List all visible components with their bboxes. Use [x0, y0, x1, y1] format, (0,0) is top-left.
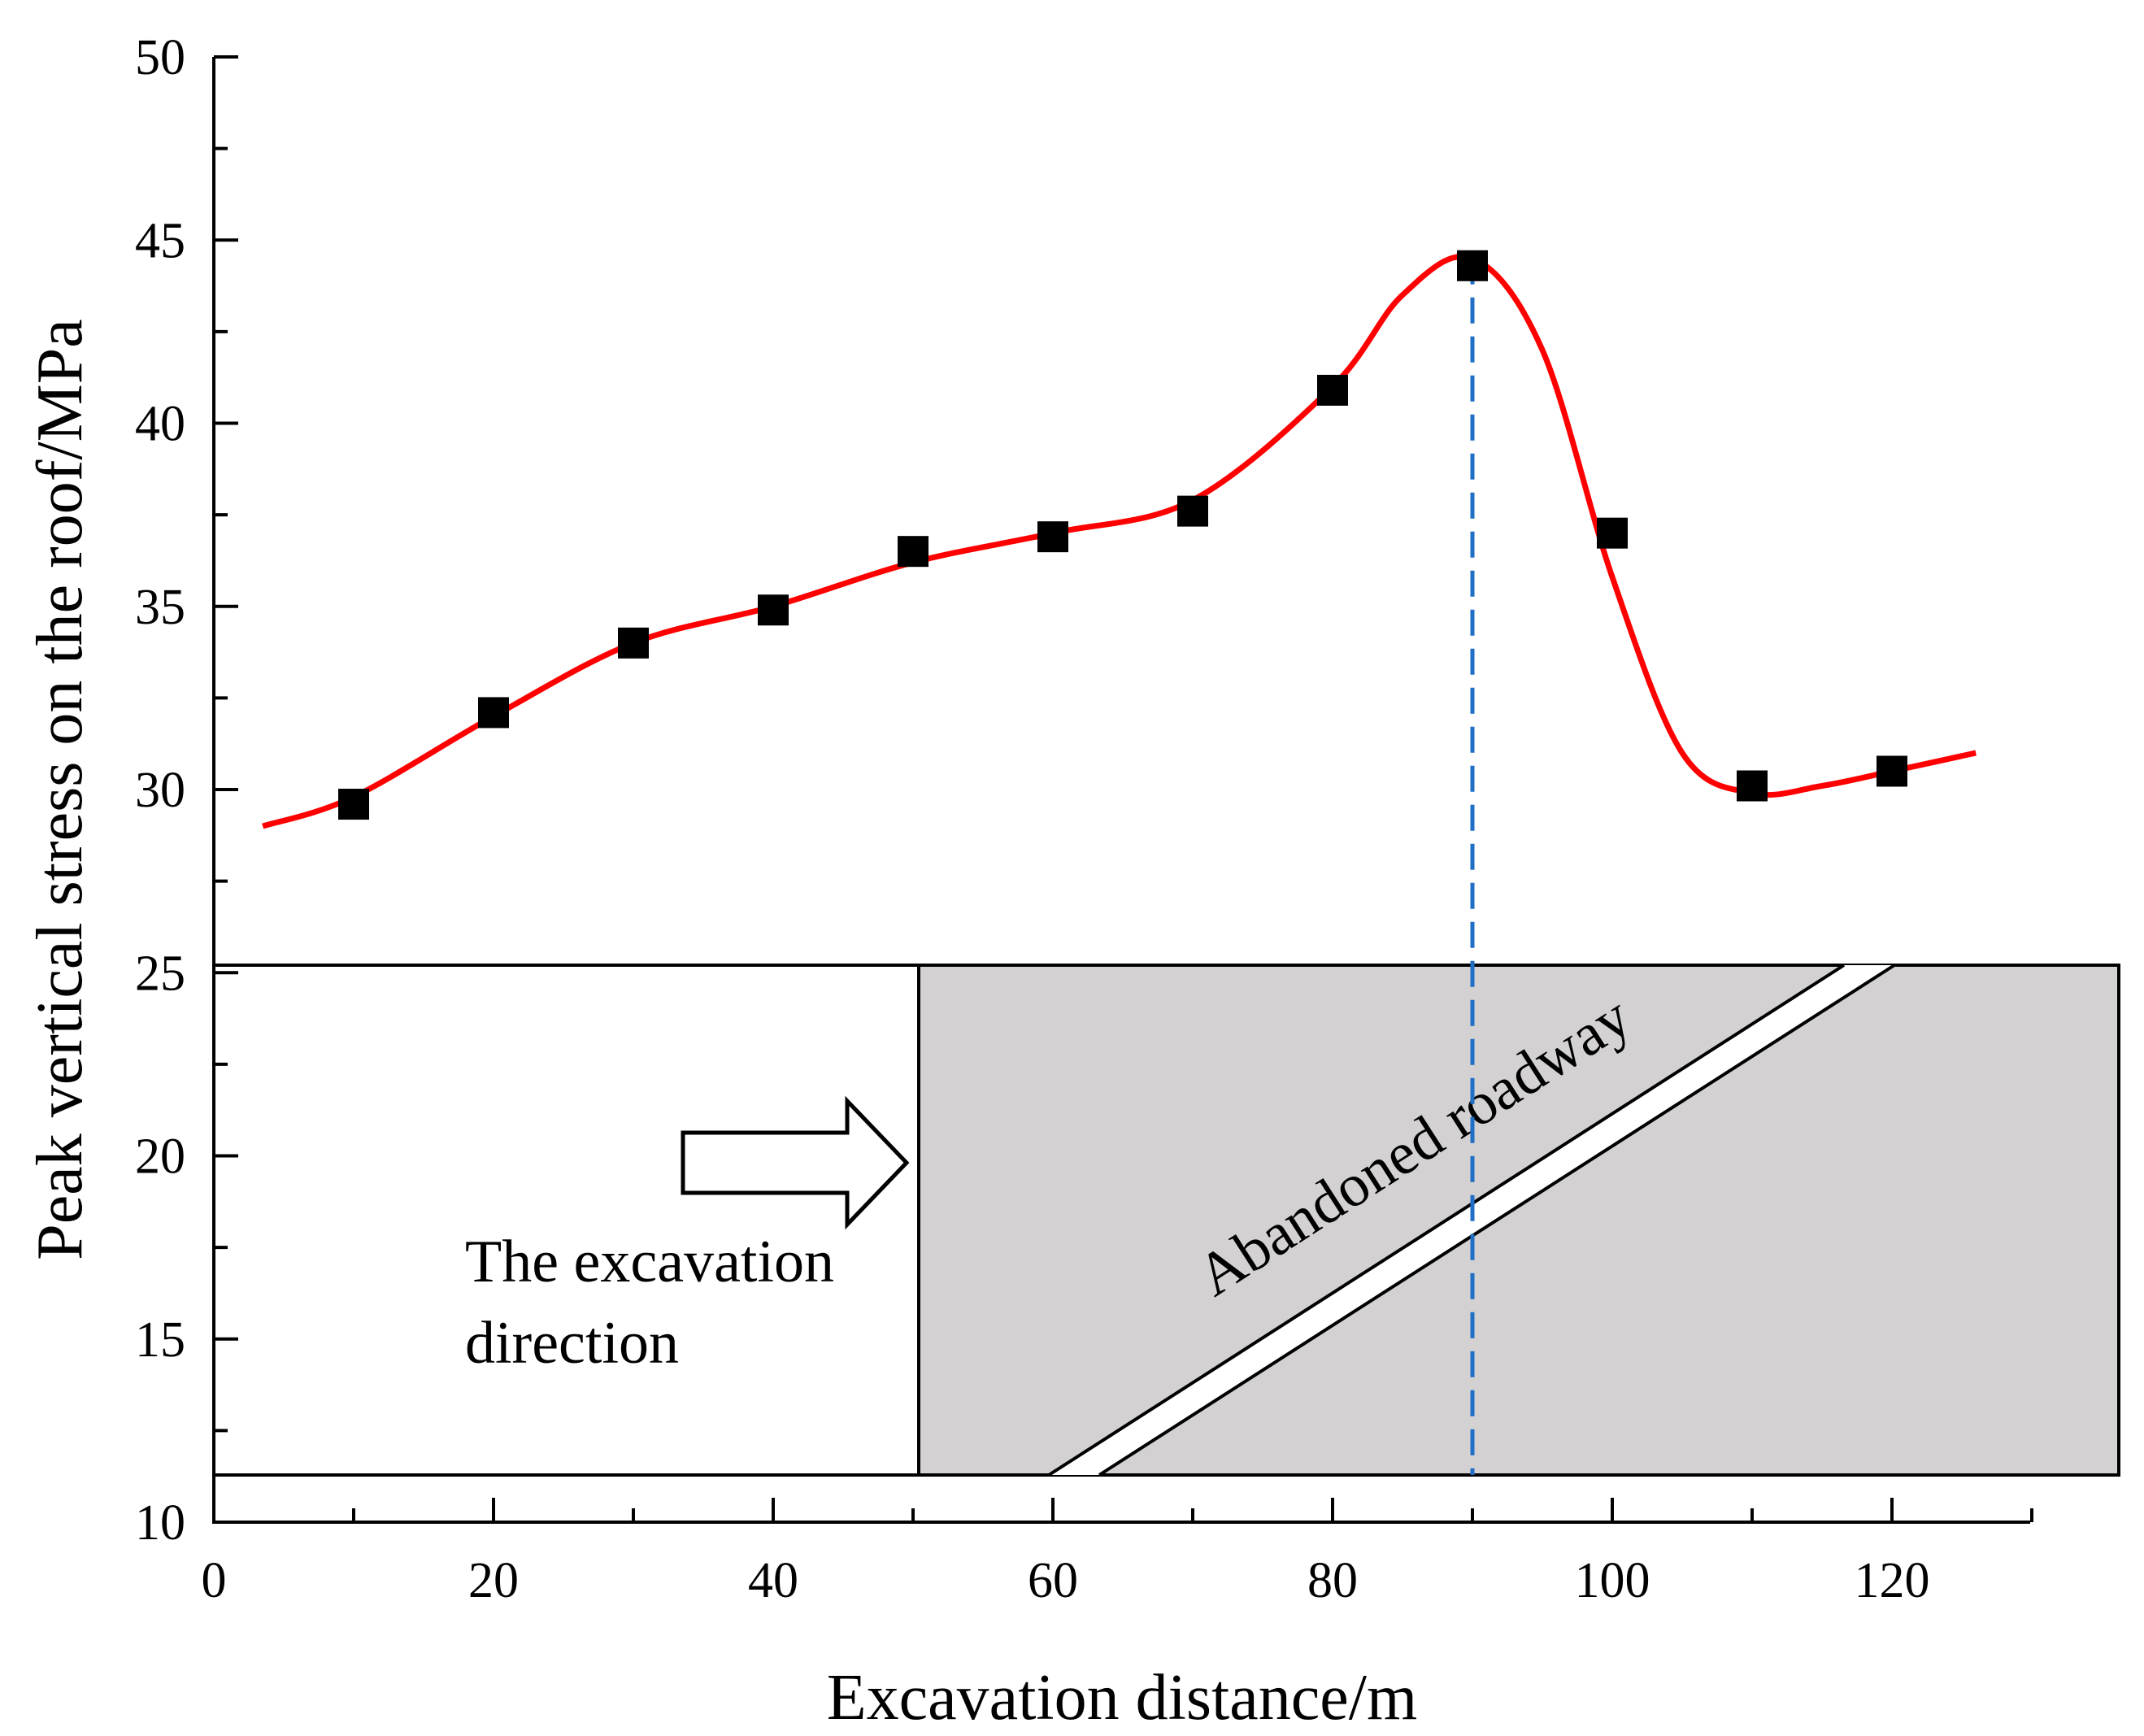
excavation-diagram: The excavation direction Abandoned roadw… [212, 964, 2120, 1477]
y-ticks: 10 15 20 25 30 35 40 45 50 [135, 30, 238, 1551]
roadway-edge-upper [1047, 964, 1846, 1477]
data-point [1877, 755, 1907, 787]
data-point [478, 697, 509, 729]
data-point [618, 627, 649, 659]
x-tick-label: 120 [1855, 1553, 1930, 1608]
y-tick-label: 15 [135, 1312, 185, 1368]
x-tick-label: 60 [1028, 1553, 1078, 1608]
y-tick-label: 45 [135, 213, 185, 268]
x-ticks: 0 20 40 60 80 100 120 [202, 1498, 2033, 1608]
x-tick-label: 20 [468, 1553, 519, 1608]
y-tick-label: 40 [135, 397, 185, 452]
data-point [1177, 495, 1208, 527]
axes: 10 15 20 25 30 35 40 45 50 0 20 40 60 80 100 120 Excav… [24, 30, 2033, 1734]
data-point [898, 536, 928, 568]
data-point [1597, 517, 1628, 549]
x-tick-label: 0 [202, 1553, 227, 1608]
roadway-edge-lower [1098, 964, 1896, 1477]
fitted-curve [262, 253, 1977, 829]
data-point [1457, 250, 1488, 281]
x-tick-label: 100 [1575, 1553, 1650, 1608]
data-point [1737, 770, 1768, 802]
rock-mass-block [917, 964, 2120, 1477]
x-axis-title: Excavation distance/m [827, 1662, 1417, 1734]
direction-label-line1: The excavation [465, 1229, 834, 1295]
y-tick-label: 35 [135, 580, 185, 635]
data-point [338, 789, 369, 820]
y-axis-title: Peak vertical stress on the roof/MPa [24, 319, 96, 1260]
y-tick-label: 20 [135, 1129, 185, 1185]
data-point [758, 594, 789, 626]
y-tick-label: 30 [135, 763, 185, 818]
data-point [1037, 521, 1068, 553]
y-tick-label: 25 [135, 946, 185, 1001]
direction-label-line2: direction [465, 1310, 679, 1377]
y-tick-label: 50 [135, 30, 185, 85]
y-tick-label: 10 [135, 1495, 185, 1551]
x-tick-label: 40 [748, 1553, 798, 1608]
data-markers [338, 250, 1907, 820]
excavation-direction-arrow [681, 1095, 910, 1230]
x-tick-label: 80 [1307, 1553, 1358, 1608]
data-point [1317, 374, 1348, 406]
